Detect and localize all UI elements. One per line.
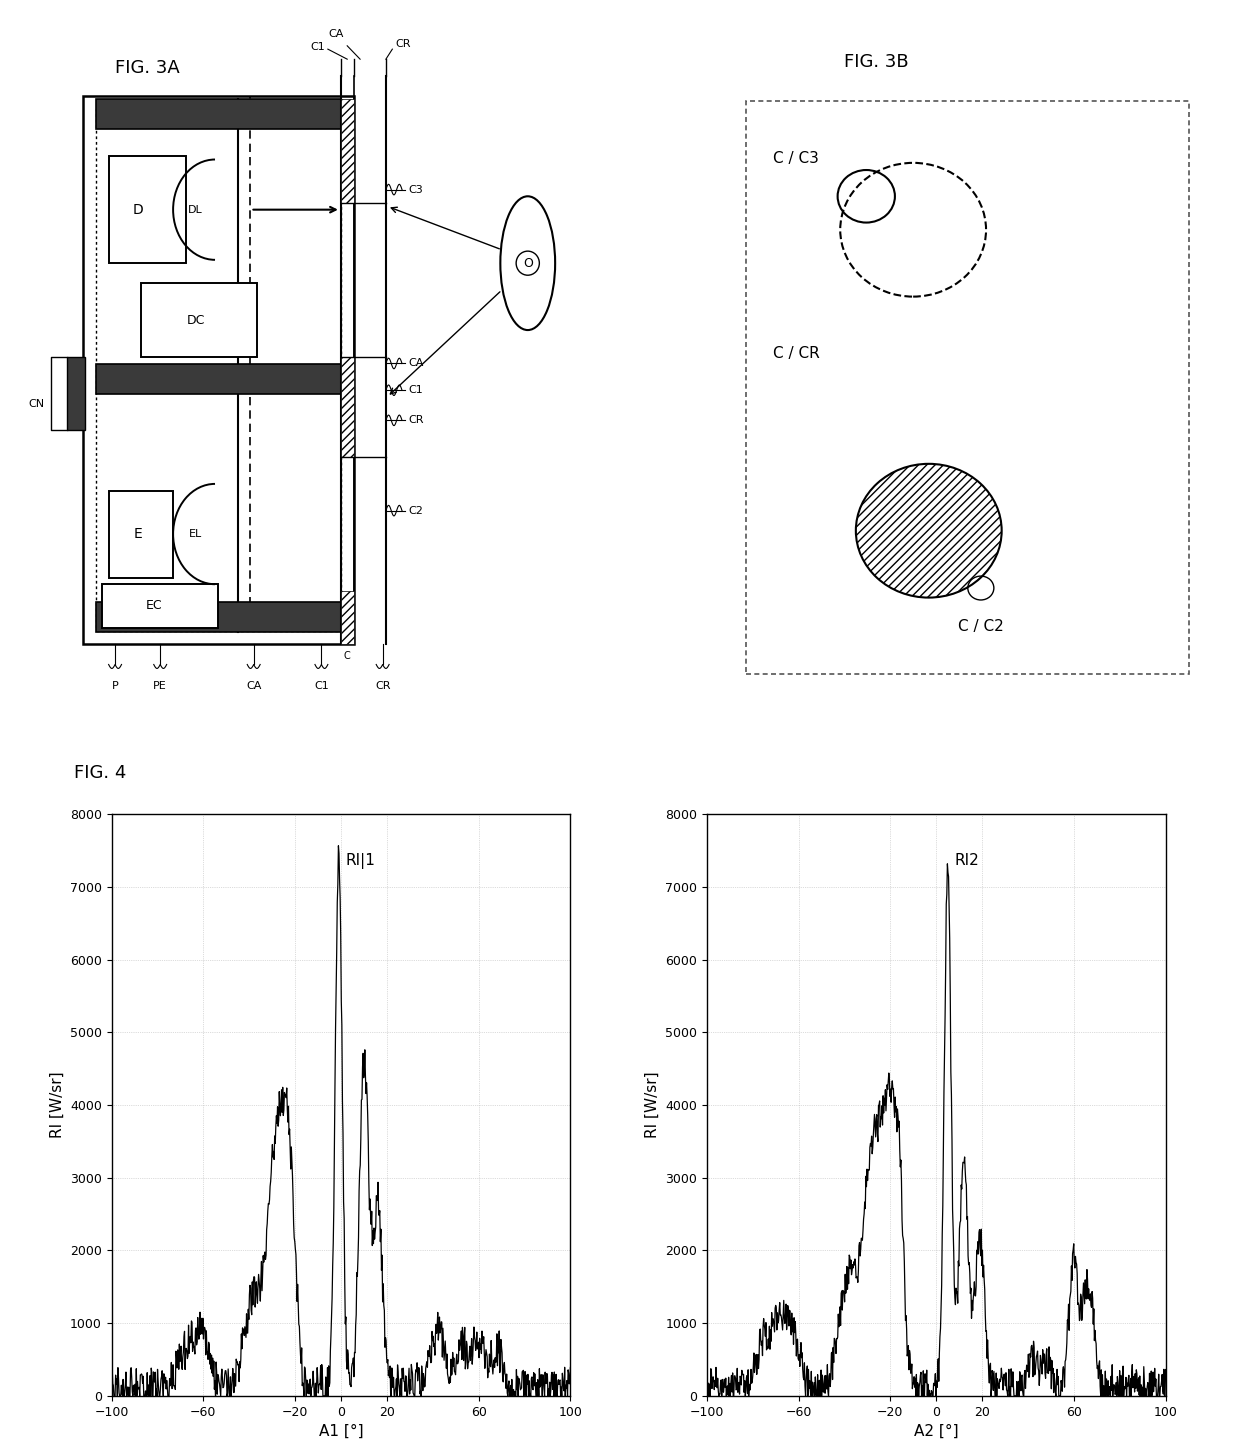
Text: EL: EL bbox=[188, 529, 202, 539]
Text: RI|1: RI|1 bbox=[346, 853, 376, 869]
Text: O: O bbox=[523, 257, 533, 269]
Text: C / CR: C / CR bbox=[773, 346, 820, 362]
Text: CA: CA bbox=[246, 680, 262, 691]
Bar bbox=[83, 96, 353, 644]
Bar bbox=[109, 490, 174, 577]
Text: E: E bbox=[133, 526, 143, 541]
Y-axis label: RI [W/sr]: RI [W/sr] bbox=[645, 1072, 660, 1138]
Text: FIG. 3B: FIG. 3B bbox=[844, 52, 909, 71]
Bar bbox=[95, 109, 341, 631]
Text: DL: DL bbox=[188, 205, 203, 215]
Text: EC: EC bbox=[145, 599, 162, 612]
Bar bbox=[746, 100, 1189, 675]
Bar bbox=[67, 356, 84, 430]
Text: PE: PE bbox=[154, 680, 167, 691]
Bar bbox=[95, 602, 341, 632]
X-axis label: A1 [°]: A1 [°] bbox=[319, 1423, 363, 1439]
Text: FIG. 4: FIG. 4 bbox=[74, 763, 126, 782]
Text: C: C bbox=[343, 651, 351, 662]
Bar bbox=[341, 590, 353, 644]
Text: C / C2: C / C2 bbox=[959, 619, 1003, 634]
Bar bbox=[341, 99, 353, 204]
Bar bbox=[95, 364, 341, 394]
Text: CA: CA bbox=[327, 29, 343, 39]
Text: C3: C3 bbox=[408, 185, 423, 195]
Text: C2: C2 bbox=[408, 506, 423, 516]
Text: D: D bbox=[133, 202, 143, 217]
Text: RI2: RI2 bbox=[955, 853, 980, 868]
Text: C1: C1 bbox=[311, 42, 326, 52]
Text: C1: C1 bbox=[408, 385, 423, 395]
Text: CR: CR bbox=[374, 680, 391, 691]
Text: C / C3: C / C3 bbox=[773, 151, 818, 166]
Text: C1: C1 bbox=[314, 680, 329, 691]
Bar bbox=[95, 99, 341, 129]
Circle shape bbox=[856, 464, 1002, 598]
Text: CR: CR bbox=[408, 416, 424, 426]
Y-axis label: RI [W/sr]: RI [W/sr] bbox=[50, 1072, 64, 1138]
Text: CA: CA bbox=[408, 359, 424, 368]
Text: CR: CR bbox=[396, 39, 412, 49]
Bar bbox=[341, 356, 353, 457]
Bar bbox=[141, 284, 257, 356]
Text: FIG. 3A: FIG. 3A bbox=[115, 60, 180, 77]
Text: CN: CN bbox=[29, 398, 45, 409]
Bar bbox=[102, 585, 218, 628]
X-axis label: A2 [°]: A2 [°] bbox=[914, 1423, 959, 1439]
Bar bbox=[109, 156, 186, 263]
Text: P: P bbox=[112, 680, 119, 691]
Text: DC: DC bbox=[186, 314, 205, 327]
